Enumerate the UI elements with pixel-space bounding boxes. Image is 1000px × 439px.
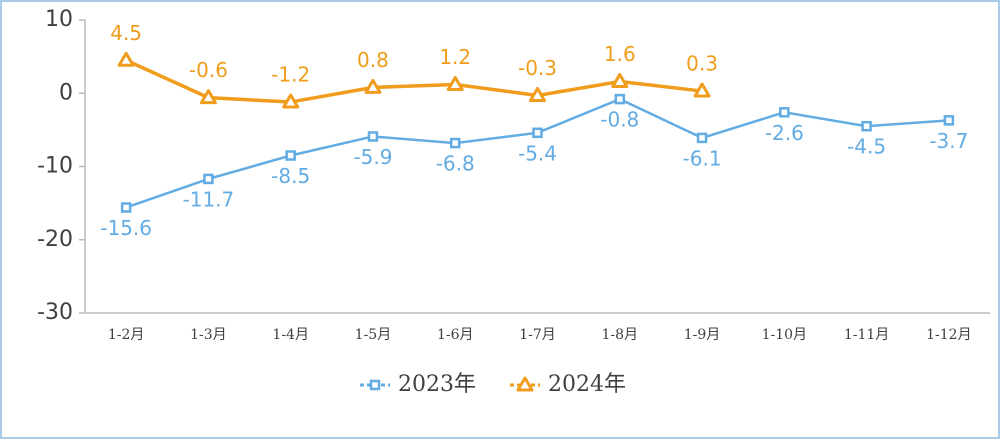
point [693,82,711,98]
point [943,115,955,126]
point [364,78,382,94]
legend-marker [369,379,381,391]
point [861,120,872,132]
x-tick-label: 1-11月 [844,327,889,343]
point [532,127,543,139]
value-label: -1.2 [271,63,310,87]
x-tick-label: 1-5月 [355,327,392,343]
value-label: -3.7 [929,129,968,153]
y-tick-label: 0 [59,80,73,105]
point [614,93,626,105]
value-label: -6.1 [683,146,722,170]
legend-label: 2024年 [548,372,626,397]
value-label: 4.5 [110,21,142,45]
point [199,89,217,105]
value-label: -0.6 [189,58,228,82]
value-label: 0.8 [357,48,389,72]
point [282,93,300,109]
point [367,131,379,142]
y-tick-label: -20 [37,227,73,252]
x-tick-label: 1-12月 [926,327,971,343]
value-label: -15.6 [100,216,152,240]
value-label: 0.3 [686,52,718,76]
value-label: -11.7 [183,187,235,211]
point [117,51,135,67]
point [449,137,461,149]
y-tick-label: 10 [45,7,73,32]
x-tick-label: 1-3月 [190,327,227,343]
point [779,107,790,118]
series-line [125,58,703,104]
legend-marker [516,376,534,392]
value-label: -2.6 [765,121,804,145]
point [446,75,464,91]
value-label: -8.5 [271,164,310,188]
value-label: -0.3 [518,56,557,80]
point [203,173,214,185]
value-label: -5.4 [518,141,557,165]
point [285,150,296,161]
legend-label: 2023年 [398,372,476,397]
value-label: -6.8 [436,152,475,176]
x-tick-label: 1-6月 [437,327,474,343]
x-tick-label: 1-4月 [272,327,309,343]
point [611,73,629,89]
x-tick-label: 1-9月 [684,327,721,343]
value-label: 1.2 [439,45,471,69]
value-label: 1.6 [604,42,636,66]
point [529,86,546,102]
x-tick-label: 1-10月 [762,327,807,343]
y-tick-label: -10 [37,154,73,179]
x-tick-label: 1-8月 [601,327,638,343]
value-label: -5.9 [353,145,392,169]
point [120,202,132,213]
x-tick-label: 1-2月 [108,327,145,343]
value-label: -4.5 [847,135,886,159]
value-label: -0.8 [600,108,639,132]
point [696,132,708,144]
y-tick-label: -30 [37,300,73,325]
x-tick-label: 1-7月 [519,327,556,343]
